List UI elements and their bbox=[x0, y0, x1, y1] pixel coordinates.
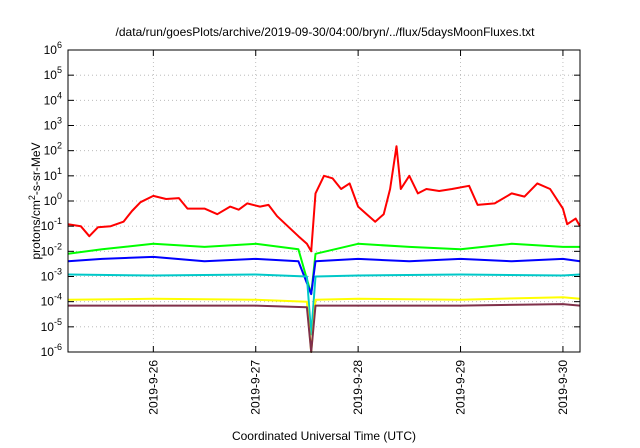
x-axis-label: Coordinated Universal Time (UTC) bbox=[232, 429, 416, 443]
y-tick-base: 10 bbox=[44, 194, 58, 208]
x-tick-label: 2019-9-28 bbox=[351, 360, 365, 415]
y-tick-exponent: 5 bbox=[57, 65, 62, 75]
y-tick-label: 10-1 bbox=[41, 216, 62, 233]
y-tick-exponent: -4 bbox=[54, 292, 62, 302]
y-tick-label: 104 bbox=[44, 90, 62, 107]
y-tick-base: 10 bbox=[41, 320, 55, 334]
y-tick-label: 10-5 bbox=[41, 317, 62, 334]
y-tick-exponent: -5 bbox=[54, 317, 62, 327]
y-tick-exponent: -3 bbox=[54, 267, 62, 277]
y-tick-label: 100 bbox=[44, 191, 62, 208]
x-tick-label: 2019-9-27 bbox=[249, 360, 263, 415]
y-tick-base: 10 bbox=[44, 68, 58, 82]
y-tick-label: 106 bbox=[44, 40, 62, 57]
y-tick-exponent: 2 bbox=[57, 141, 62, 151]
y-tick-base: 10 bbox=[41, 244, 55, 258]
y-tick-exponent: 1 bbox=[57, 166, 62, 176]
y-tick-exponent: 0 bbox=[57, 191, 62, 201]
y-axis-label-suffix: -s-sr-MeV bbox=[29, 142, 43, 195]
series-line-3 bbox=[67, 255, 581, 296]
y-tick-exponent: -6 bbox=[54, 342, 62, 352]
y-tick-exponent: 3 bbox=[57, 116, 62, 126]
series-line-6 bbox=[68, 303, 581, 353]
y-tick-base: 10 bbox=[41, 345, 55, 359]
y-tick-exponent: -2 bbox=[54, 241, 62, 251]
y-tick-base: 10 bbox=[44, 93, 58, 107]
y-tick-label: 101 bbox=[44, 166, 62, 183]
y-axis-label: protons/cm2-s-sr-MeV bbox=[27, 142, 43, 259]
y-tick-label: 10-4 bbox=[41, 292, 62, 309]
y-axis-label-sup: 2 bbox=[27, 195, 37, 200]
y-tick-label: 10-2 bbox=[41, 241, 62, 258]
x-tick-label: 2019-9-29 bbox=[454, 360, 468, 415]
y-tick-label: 105 bbox=[44, 65, 62, 82]
series-layer bbox=[67, 145, 581, 353]
y-axis-ticks: 10-610-510-410-310-210-11001011021031041… bbox=[41, 40, 580, 359]
y-tick-label: 10-6 bbox=[41, 342, 62, 359]
chart-title: /data/run/goesPlots/archive/2019-09-30/0… bbox=[116, 25, 536, 39]
y-tick-base: 10 bbox=[41, 270, 55, 284]
series-line-1 bbox=[67, 145, 581, 253]
y-tick-exponent: -1 bbox=[54, 216, 62, 226]
x-axis-ticks: 2019-9-26 2019-9-27 2019-9-28 2019-9-29 2019… bbox=[146, 50, 570, 415]
y-tick-base: 10 bbox=[44, 119, 58, 133]
y-tick-base: 10 bbox=[44, 43, 58, 57]
y-tick-base: 10 bbox=[44, 169, 58, 183]
y-tick-exponent: 4 bbox=[57, 90, 62, 100]
series-line-4 bbox=[67, 273, 581, 336]
y-tick-label: 10-3 bbox=[41, 267, 62, 284]
x-tick-label: 2019-9-30 bbox=[556, 360, 570, 415]
y-tick-exponent: 6 bbox=[57, 40, 62, 50]
x-tick-label: 2019-9-26 bbox=[146, 360, 160, 415]
y-tick-label: 102 bbox=[44, 141, 62, 158]
y-tick-base: 10 bbox=[41, 295, 55, 309]
y-tick-label: 103 bbox=[44, 116, 62, 133]
y-tick-base: 10 bbox=[41, 219, 55, 233]
y-axis-label-prefix: protons/cm bbox=[29, 200, 43, 259]
y-tick-base: 10 bbox=[44, 144, 58, 158]
